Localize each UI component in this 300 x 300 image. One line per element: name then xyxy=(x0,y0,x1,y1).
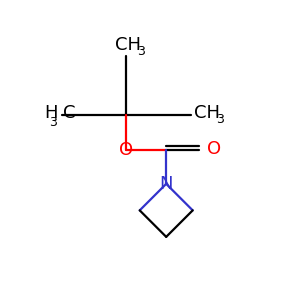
Text: CH: CH xyxy=(115,36,141,54)
Text: 3: 3 xyxy=(137,45,145,58)
Text: C: C xyxy=(63,104,76,122)
Text: 3: 3 xyxy=(50,116,57,128)
Text: CH: CH xyxy=(194,104,220,122)
Text: O: O xyxy=(207,140,221,158)
Text: 3: 3 xyxy=(216,113,224,127)
Text: O: O xyxy=(119,141,134,159)
Text: N: N xyxy=(159,175,173,193)
Text: H: H xyxy=(44,104,57,122)
